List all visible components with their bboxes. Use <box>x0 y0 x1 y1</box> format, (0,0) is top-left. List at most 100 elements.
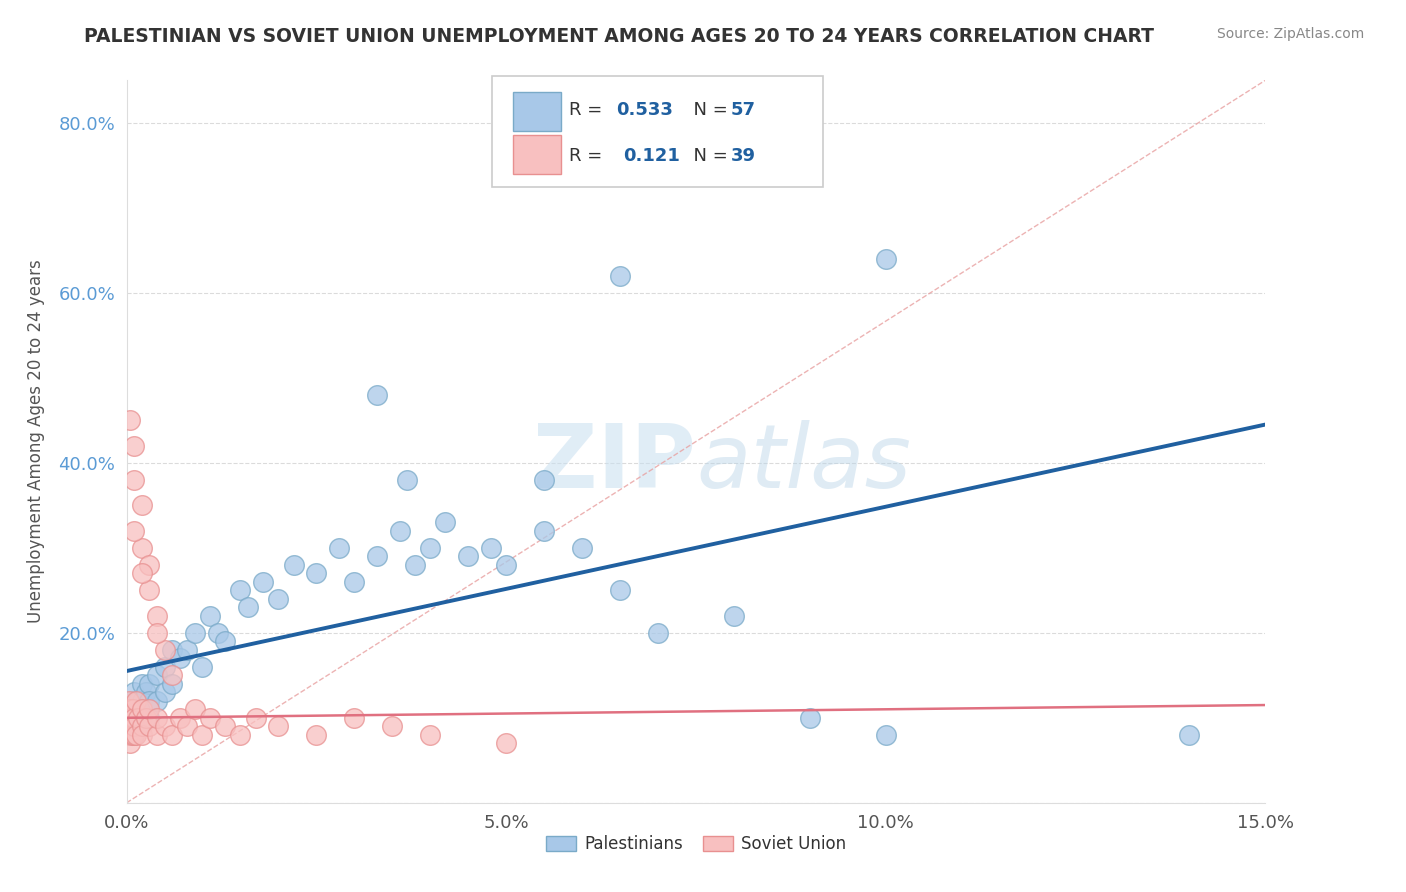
Point <box>120 711 142 725</box>
Point <box>146 625 169 640</box>
Point <box>121 728 143 742</box>
Point <box>191 728 214 742</box>
Point <box>267 719 290 733</box>
Point <box>127 719 149 733</box>
Point <box>122 439 145 453</box>
Point <box>388 524 411 538</box>
Point <box>131 728 153 742</box>
Point <box>245 711 267 725</box>
Point <box>267 591 290 606</box>
Point <box>120 413 142 427</box>
Point <box>434 516 457 530</box>
Point <box>138 702 160 716</box>
Point <box>1178 728 1201 742</box>
Point <box>153 719 176 733</box>
Point <box>533 473 555 487</box>
Point <box>120 702 142 716</box>
Point <box>207 625 229 640</box>
Point <box>121 702 143 716</box>
Point <box>609 268 631 283</box>
Point <box>131 498 153 512</box>
Text: R =: R = <box>569 147 614 165</box>
Text: 0.121: 0.121 <box>623 147 679 165</box>
Point <box>419 541 441 555</box>
Point <box>328 541 350 555</box>
Point <box>184 625 207 640</box>
Point <box>366 549 388 564</box>
Point <box>169 651 191 665</box>
Point <box>343 574 366 589</box>
Point <box>396 473 419 487</box>
Point <box>118 694 141 708</box>
Point <box>125 728 148 742</box>
Text: 39: 39 <box>731 147 756 165</box>
Point <box>198 711 221 725</box>
Point <box>229 583 252 598</box>
Point <box>138 711 160 725</box>
Point <box>479 541 502 555</box>
Point <box>135 685 156 699</box>
Point <box>381 719 404 733</box>
Point <box>169 711 191 725</box>
Point <box>122 719 145 733</box>
Text: Source: ZipAtlas.com: Source: ZipAtlas.com <box>1216 27 1364 41</box>
Point <box>122 685 145 699</box>
Point <box>533 524 555 538</box>
Point <box>125 711 148 725</box>
Point <box>343 711 366 725</box>
Point <box>495 558 517 572</box>
Point <box>131 711 153 725</box>
Text: 57: 57 <box>731 101 756 119</box>
Point <box>191 660 214 674</box>
Point <box>131 541 153 555</box>
Point <box>160 642 183 657</box>
Point <box>214 719 236 733</box>
Point <box>160 668 183 682</box>
Point <box>131 677 153 691</box>
Point <box>131 694 153 708</box>
Y-axis label: Unemployment Among Ages 20 to 24 years: Unemployment Among Ages 20 to 24 years <box>27 260 45 624</box>
Point <box>404 558 426 572</box>
Point <box>122 711 145 725</box>
Point <box>122 524 145 538</box>
Point <box>118 711 141 725</box>
Point <box>124 702 146 716</box>
Point <box>723 608 745 623</box>
Point <box>146 668 169 682</box>
Point <box>153 642 176 657</box>
Point <box>122 473 145 487</box>
Point <box>120 702 142 716</box>
Text: ZIP: ZIP <box>533 420 696 507</box>
Point <box>160 677 183 691</box>
Point <box>120 719 142 733</box>
Point <box>118 711 141 725</box>
Point <box>176 719 198 733</box>
Point <box>127 711 149 725</box>
Text: R =: R = <box>569 101 609 119</box>
Point <box>875 252 897 266</box>
Point <box>124 694 146 708</box>
Point <box>214 634 236 648</box>
Point <box>799 711 821 725</box>
Point <box>121 728 143 742</box>
Point <box>283 558 305 572</box>
Point <box>138 719 160 733</box>
Point <box>146 694 169 708</box>
Point <box>198 608 221 623</box>
Point <box>146 608 169 623</box>
Point <box>138 694 160 708</box>
Text: N =: N = <box>682 101 734 119</box>
Point <box>419 728 441 742</box>
Point <box>118 719 141 733</box>
Point <box>146 728 169 742</box>
Point <box>138 677 160 691</box>
Point <box>121 694 143 708</box>
Point <box>176 642 198 657</box>
Point <box>117 728 139 742</box>
Point <box>131 702 153 716</box>
Point <box>875 728 897 742</box>
Text: atlas: atlas <box>696 420 911 507</box>
Point <box>153 660 176 674</box>
Legend: Palestinians, Soviet Union: Palestinians, Soviet Union <box>538 828 853 860</box>
Point <box>366 388 388 402</box>
